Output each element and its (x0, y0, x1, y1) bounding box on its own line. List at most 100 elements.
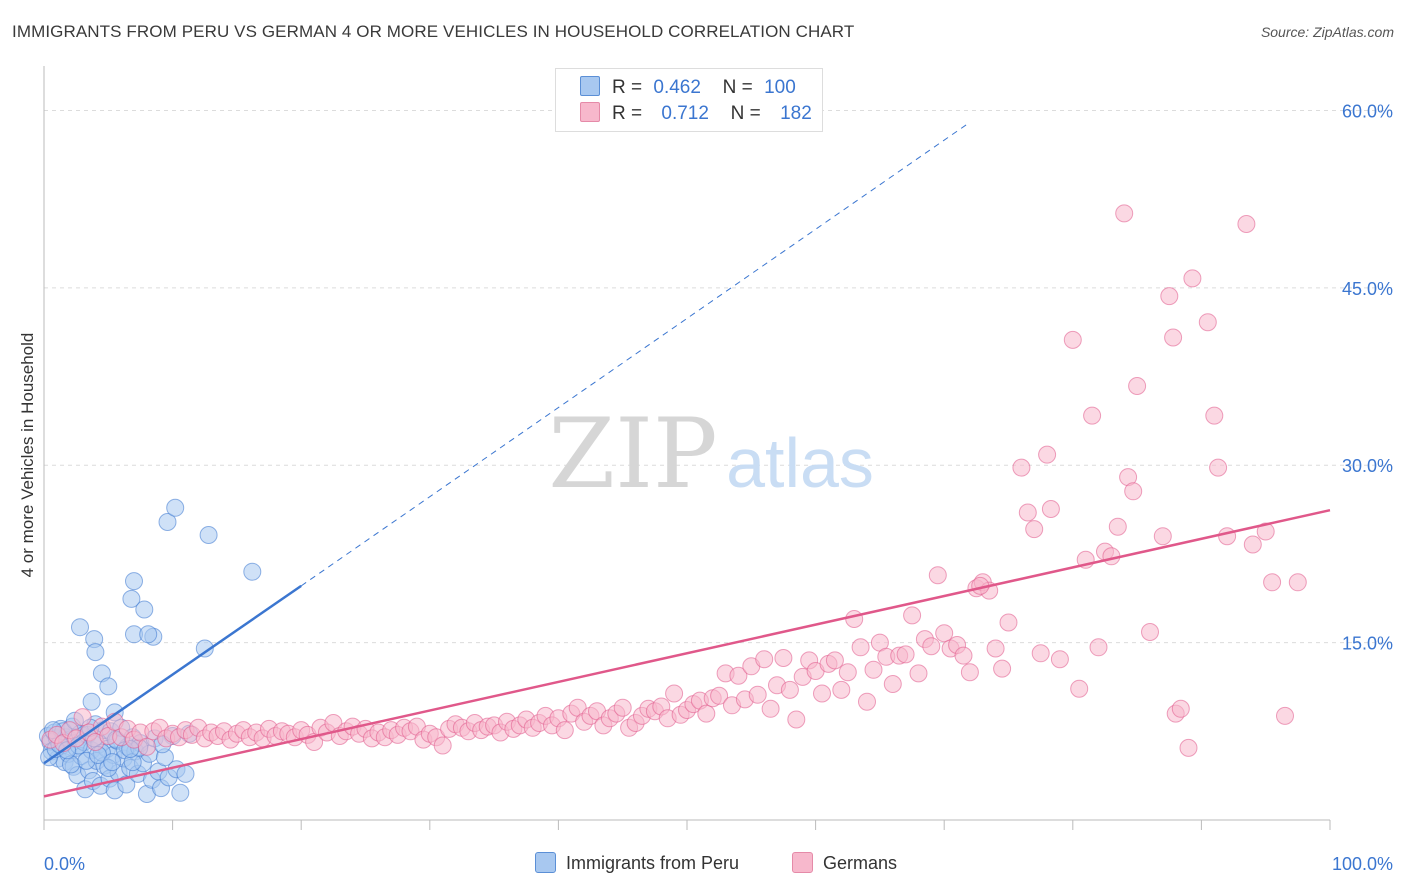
peru-point-57 (171, 783, 190, 802)
germans-point-179 (1209, 458, 1228, 477)
germans-point-160 (1083, 406, 1102, 425)
peru-point-91 (139, 625, 158, 644)
tick-labels: 15.0% 30.0% 45.0% 60.0% 0.0% 100.0% (44, 101, 1393, 874)
peru-point-92 (135, 600, 154, 619)
peru-point-95 (199, 526, 218, 544)
germans-point-182 (1243, 535, 1262, 554)
bottom-legend-swatch-germans (792, 852, 813, 873)
trend-germans (43, 508, 1331, 798)
peru-point-97 (195, 639, 214, 658)
peru-point-79 (103, 753, 122, 772)
germans-point-148 (993, 659, 1012, 678)
germans-point-15 (137, 737, 156, 756)
chart-title: IMMIGRANTS FROM PERU VS GERMAN 4 OR MORE… (12, 22, 855, 41)
germans-point-139 (935, 624, 954, 643)
germans-point-115 (780, 680, 799, 699)
trend-peru (43, 584, 302, 765)
germans-point-112 (761, 699, 780, 718)
peru-point-82 (86, 643, 105, 662)
legend-swatch-peru (580, 76, 600, 96)
watermark-zip: ZIP (548, 398, 717, 510)
legend-row-peru: R = 0.462 N = 100 (580, 76, 796, 100)
germans-point-150 (1012, 458, 1031, 477)
peru-point-84 (99, 677, 118, 696)
germans-point-128 (864, 660, 883, 679)
peru-point-94 (166, 498, 185, 517)
germans-point-89 (613, 698, 632, 717)
x-tick-label-min: 0.0% (44, 854, 85, 874)
germans-point-122 (825, 651, 844, 670)
germans-point-180 (1218, 527, 1237, 546)
peru-point-96 (243, 562, 262, 581)
bottom-legend-germans: Germans (792, 852, 897, 874)
germans-point-116 (787, 710, 806, 729)
peru-point-88 (122, 589, 141, 608)
peru-point-86 (82, 692, 101, 711)
bottom-legend-peru: Immigrants from Peru (535, 852, 739, 874)
y-tick-label-2: 45.0% (1342, 279, 1393, 299)
peru-point-87 (125, 572, 143, 591)
germans-point-142 (954, 646, 973, 665)
germans-point-177 (1198, 313, 1217, 332)
germans-point-186 (1288, 573, 1307, 592)
germans-point-156 (1050, 650, 1069, 669)
germans-point-120 (813, 684, 831, 703)
germans-point-134 (903, 606, 922, 625)
germans-point-111 (755, 650, 774, 669)
germans-point-175 (1179, 738, 1198, 757)
legend-n-peru: 100 (764, 77, 796, 98)
germans-point-183 (1256, 522, 1275, 541)
legend: R = 0.462 N = 100 R = 0.712 N = 182 (555, 68, 823, 132)
germans-point-137 (922, 637, 941, 656)
bottom-legend-swatch-peru (535, 852, 556, 873)
germans-point-147 (986, 639, 1005, 658)
germans-point-102 (697, 704, 716, 723)
germans-point-107 (729, 666, 748, 685)
trend-peru-extension (300, 121, 971, 587)
germans-point-169 (1141, 623, 1159, 641)
grid-lines (44, 109, 1395, 644)
germans-point-123 (832, 680, 851, 699)
germans-point-133 (896, 645, 915, 664)
y-axis-label: 4 or more Vehicles in Household (18, 332, 37, 578)
germans-point-5 (73, 708, 92, 727)
legend-n-germans: 182 (780, 103, 812, 124)
legend-r-peru: 0.462 (653, 77, 701, 98)
legend-row-germans: R = 0.712 N = 182 (580, 102, 812, 126)
peru-point-80 (71, 618, 89, 637)
germans-point-185 (1276, 706, 1294, 725)
watermark: ZIP atlas (548, 398, 874, 510)
germans-point-181 (1237, 215, 1256, 233)
germans-point-149 (999, 613, 1018, 632)
series-peru-points (38, 498, 262, 803)
germans-point-184 (1263, 573, 1282, 592)
germans-point-178 (1205, 406, 1224, 425)
germans-point-97 (665, 684, 684, 703)
germans-point-168 (1128, 377, 1147, 395)
germans-point-165 (1115, 204, 1134, 223)
germans-point-158 (1070, 679, 1089, 698)
germans-point-143 (960, 663, 979, 682)
germans-point-104 (710, 686, 729, 705)
germans-point-170 (1153, 527, 1172, 546)
germans-point-154 (1038, 445, 1057, 464)
germans-point-125 (845, 610, 864, 628)
peru-point-58 (176, 764, 195, 783)
watermark-atlas: atlas (726, 424, 874, 502)
germans-point-127 (858, 692, 876, 711)
germans-point-135 (909, 664, 928, 683)
germans-point-151 (1018, 503, 1037, 522)
peru-point-93 (158, 513, 177, 531)
germans-point-153 (1031, 644, 1050, 663)
germans-point-176 (1183, 269, 1202, 288)
germans-point-152 (1025, 520, 1044, 539)
germans-point-164 (1108, 517, 1127, 536)
axes (43, 66, 1331, 830)
germans-point-110 (748, 685, 767, 704)
y-tick-label-3: 60.0% (1342, 101, 1393, 121)
germans-point-138 (928, 566, 947, 585)
germans-point-61 (433, 736, 452, 755)
germans-point-126 (851, 638, 870, 657)
x-tick-label-max: 100.0% (1332, 854, 1393, 874)
